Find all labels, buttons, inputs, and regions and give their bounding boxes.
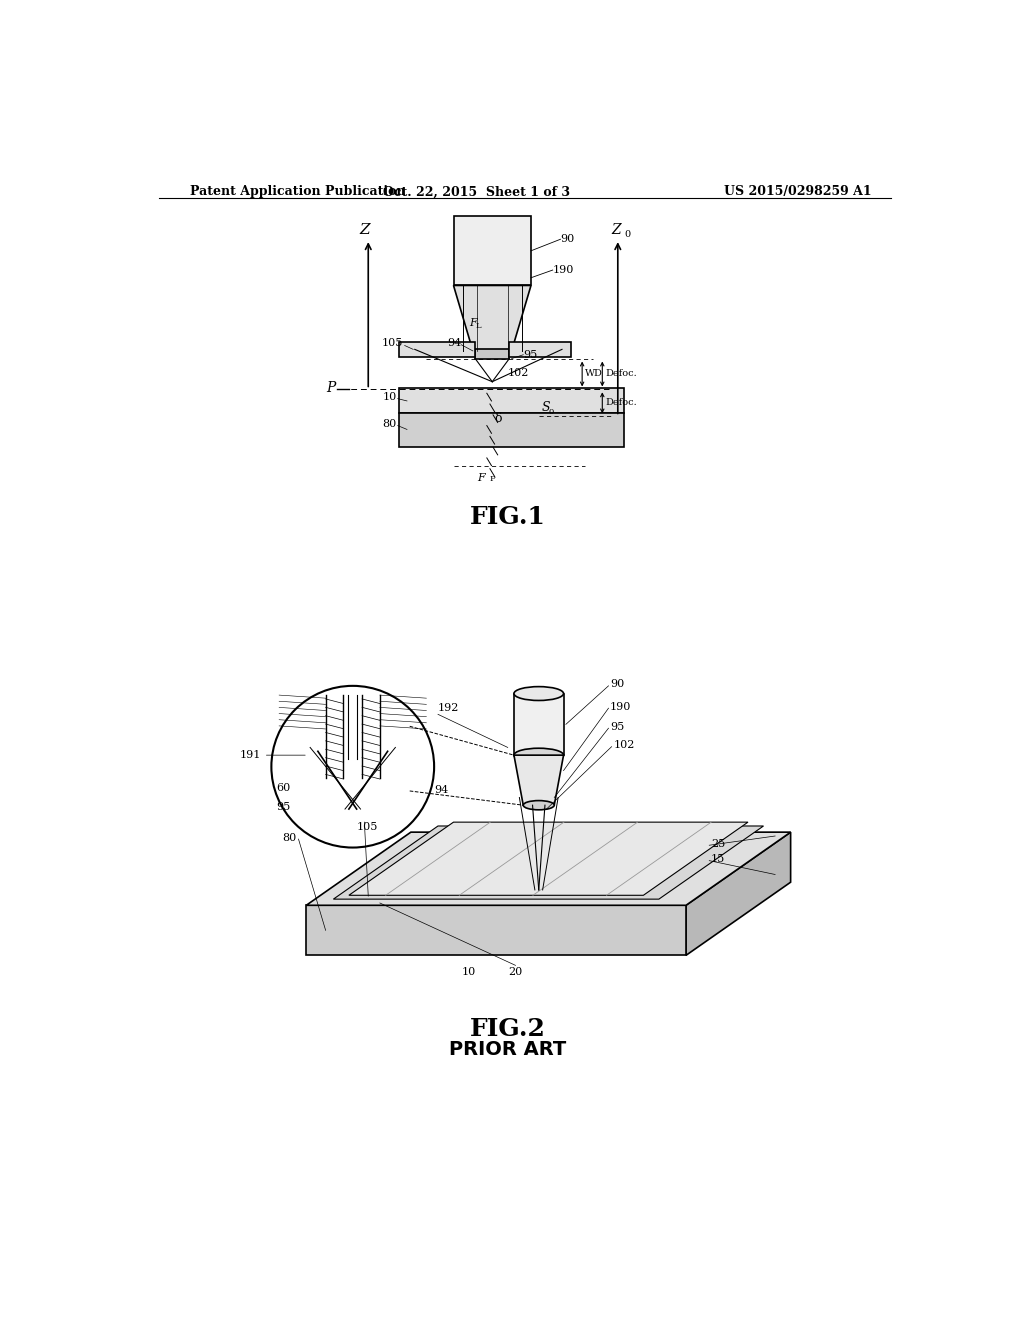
Text: Z: Z <box>359 223 370 238</box>
Text: P: P <box>327 381 336 395</box>
Text: 90: 90 <box>610 678 625 689</box>
Text: 192: 192 <box>438 702 460 713</box>
Text: Defoc.: Defoc. <box>605 370 637 379</box>
Polygon shape <box>306 832 791 906</box>
Text: FIG.2: FIG.2 <box>470 1016 546 1041</box>
Text: L: L <box>475 322 481 330</box>
Text: F: F <box>469 318 477 327</box>
Polygon shape <box>306 906 686 956</box>
Polygon shape <box>349 822 748 895</box>
Text: 80: 80 <box>283 833 297 842</box>
Text: 90: 90 <box>560 234 574 244</box>
Text: 105: 105 <box>356 822 378 832</box>
Bar <box>514 693 563 755</box>
Polygon shape <box>514 755 563 805</box>
Text: S: S <box>542 401 551 414</box>
Text: Patent Application Publication: Patent Application Publication <box>190 185 406 198</box>
Bar <box>509 342 571 358</box>
Text: 190: 190 <box>610 702 632 711</box>
Text: P: P <box>489 475 496 483</box>
Text: WD: WD <box>586 370 603 379</box>
Text: Oct. 22, 2015  Sheet 1 of 3: Oct. 22, 2015 Sheet 1 of 3 <box>383 185 570 198</box>
Bar <box>399 388 624 412</box>
Text: 190: 190 <box>553 265 574 275</box>
Text: F: F <box>477 473 484 483</box>
Polygon shape <box>686 832 791 956</box>
Text: 191: 191 <box>240 750 261 760</box>
Text: 102: 102 <box>613 741 635 750</box>
Bar <box>475 350 509 359</box>
Text: FIG.1: FIG.1 <box>470 506 546 529</box>
Text: US 2015/0298259 A1: US 2015/0298259 A1 <box>724 185 872 198</box>
Text: 20: 20 <box>508 966 522 977</box>
Text: 105: 105 <box>382 338 403 348</box>
Text: 25: 25 <box>711 838 725 849</box>
Text: Defoc.: Defoc. <box>605 399 637 408</box>
Bar <box>399 342 475 358</box>
Polygon shape <box>334 826 764 899</box>
Text: δ: δ <box>495 412 502 425</box>
Bar <box>454 216 531 285</box>
Text: 10: 10 <box>383 392 397 403</box>
Text: 60: 60 <box>276 783 291 793</box>
Ellipse shape <box>523 800 554 810</box>
Text: 10: 10 <box>462 966 476 977</box>
Text: 95: 95 <box>610 722 625 731</box>
Ellipse shape <box>514 686 563 701</box>
Text: 15: 15 <box>711 854 725 865</box>
Bar <box>399 413 624 447</box>
Text: 0: 0 <box>549 408 554 416</box>
Text: 94: 94 <box>447 338 461 348</box>
Text: 95: 95 <box>276 801 291 812</box>
Circle shape <box>271 686 434 847</box>
Text: 80: 80 <box>383 418 397 429</box>
Ellipse shape <box>514 748 563 762</box>
Polygon shape <box>454 285 531 351</box>
Text: 95: 95 <box>523 350 538 360</box>
Text: PRIOR ART: PRIOR ART <box>450 1040 566 1059</box>
Text: 0: 0 <box>625 230 631 239</box>
Text: Z: Z <box>611 223 622 238</box>
Text: 102: 102 <box>508 368 529 378</box>
Text: 94: 94 <box>434 785 449 795</box>
